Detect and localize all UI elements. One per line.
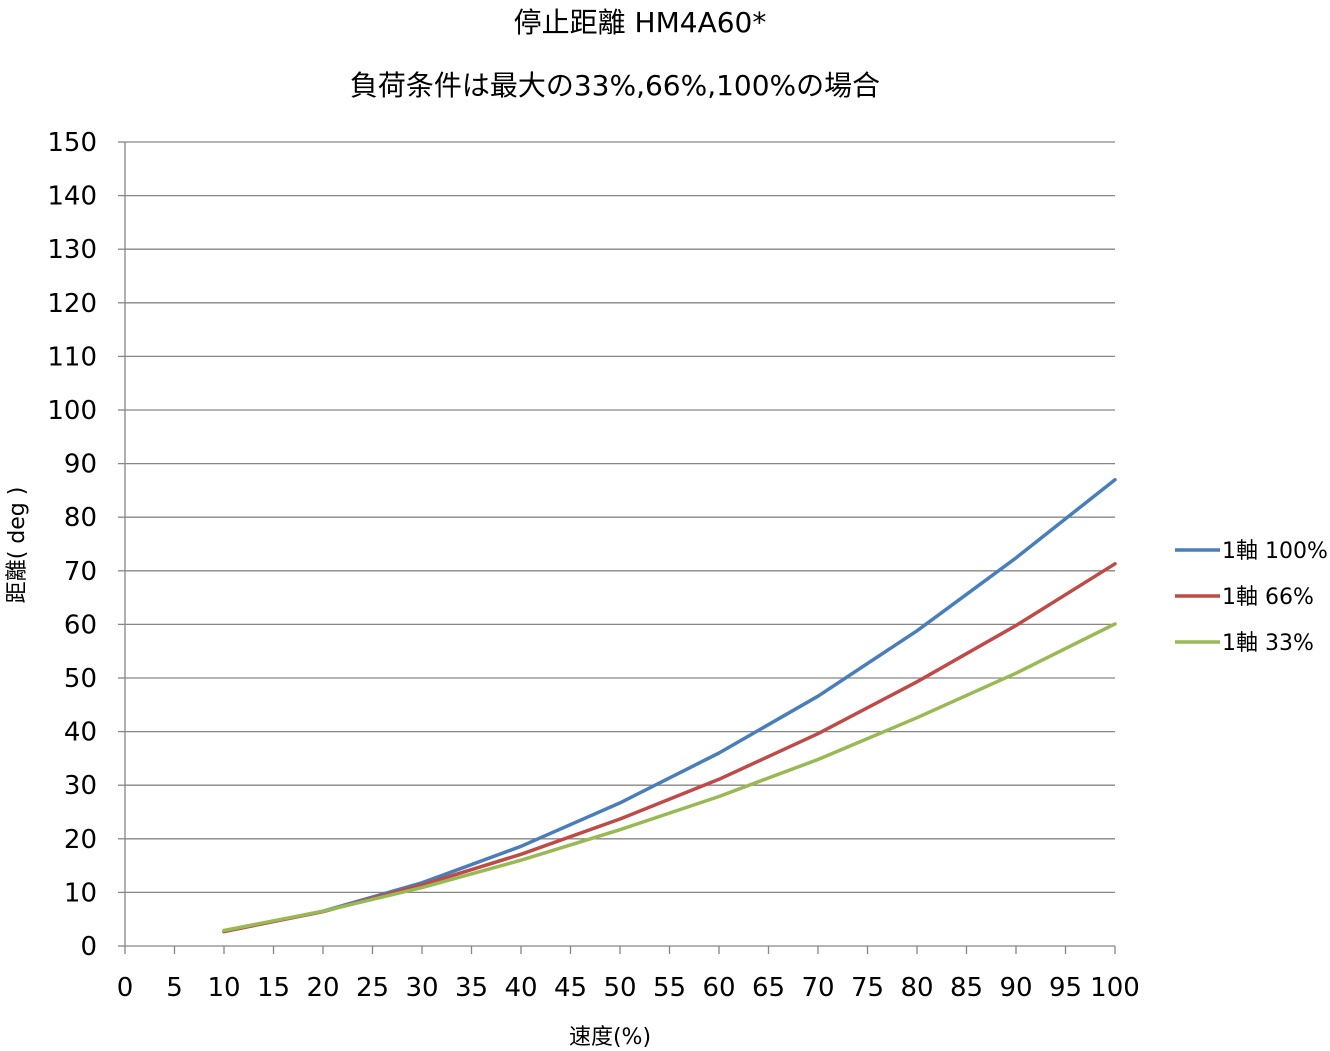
x-tick-label: 40 [504,973,537,1003]
x-tick-label: 25 [356,973,389,1003]
y-tick-label: 50 [64,664,97,694]
legend-label: 1軸 66% [1222,585,1314,610]
x-tick-label: 30 [405,973,438,1003]
x-tick-label: 60 [702,973,735,1003]
grid-lines [125,141,1115,894]
y-tick-label: 100 [47,396,97,426]
legend-label: 1軸 100% [1222,539,1328,564]
y-tick-label: 0 [80,932,97,962]
x-tick-label: 80 [900,973,933,1003]
x-tick-label: 85 [950,973,983,1003]
x-tick-label: 15 [257,973,290,1003]
x-axis-ticks: 0 5 10 15 20 25 30 35 40 45 50 55 60 65 70 75 80 85 90 95 10… [117,946,1140,1003]
legend-label: 1軸 33% [1222,631,1314,656]
y-tick-label: 60 [64,610,97,640]
x-tick-label: 10 [207,973,240,1003]
y-tick-label: 70 [64,557,97,587]
x-tick-label: 50 [603,973,636,1003]
y-tick-label: 80 [64,503,97,533]
x-tick-label: 0 [117,973,134,1003]
y-tick-label: 140 [47,182,97,212]
chart-subtitle: 負荷条件は最大の33%,66%,100%の場合 [350,69,880,102]
y-tick-label: 40 [64,718,97,748]
x-tick-label: 70 [801,973,834,1003]
y-tick-label: 130 [47,235,97,265]
series-line-3 [222,622,1117,933]
y-tick-label: 30 [64,771,97,801]
series-line-2 [222,562,1117,934]
x-tick-label: 65 [752,973,785,1003]
series-line-1 [222,477,1117,934]
x-tick-label: 5 [166,973,183,1003]
y-tick-label: 150 [47,128,97,158]
series-lines [222,477,1117,934]
y-tick-label: 120 [47,289,97,319]
y-tick-label: 110 [47,342,97,372]
y-axis-label: 距離( deg ) [5,487,30,604]
x-tick-label: 90 [999,973,1032,1003]
axes [124,142,1115,947]
x-tick-label: 45 [554,973,587,1003]
y-axis-ticks: 0 10 20 30 40 50 60 70 80 90 100 110 120 130 140 150 [47,128,125,962]
x-tick-label: 35 [455,973,488,1003]
x-tick-label: 20 [306,973,339,1003]
x-tick-label: 95 [1049,973,1082,1003]
chart-title: 停止距離 HM4A60* [514,6,767,39]
legend: 1軸 100% 1軸 66% 1軸 33% [1175,539,1328,656]
x-axis-label: 速度(%) [569,1025,651,1050]
x-tick-label: 55 [653,973,686,1003]
x-tick-label: 100 [1090,973,1140,1003]
x-tick-label: 75 [851,973,884,1003]
y-tick-label: 90 [64,450,97,480]
y-tick-label: 20 [64,825,97,855]
y-tick-label: 10 [64,878,97,908]
